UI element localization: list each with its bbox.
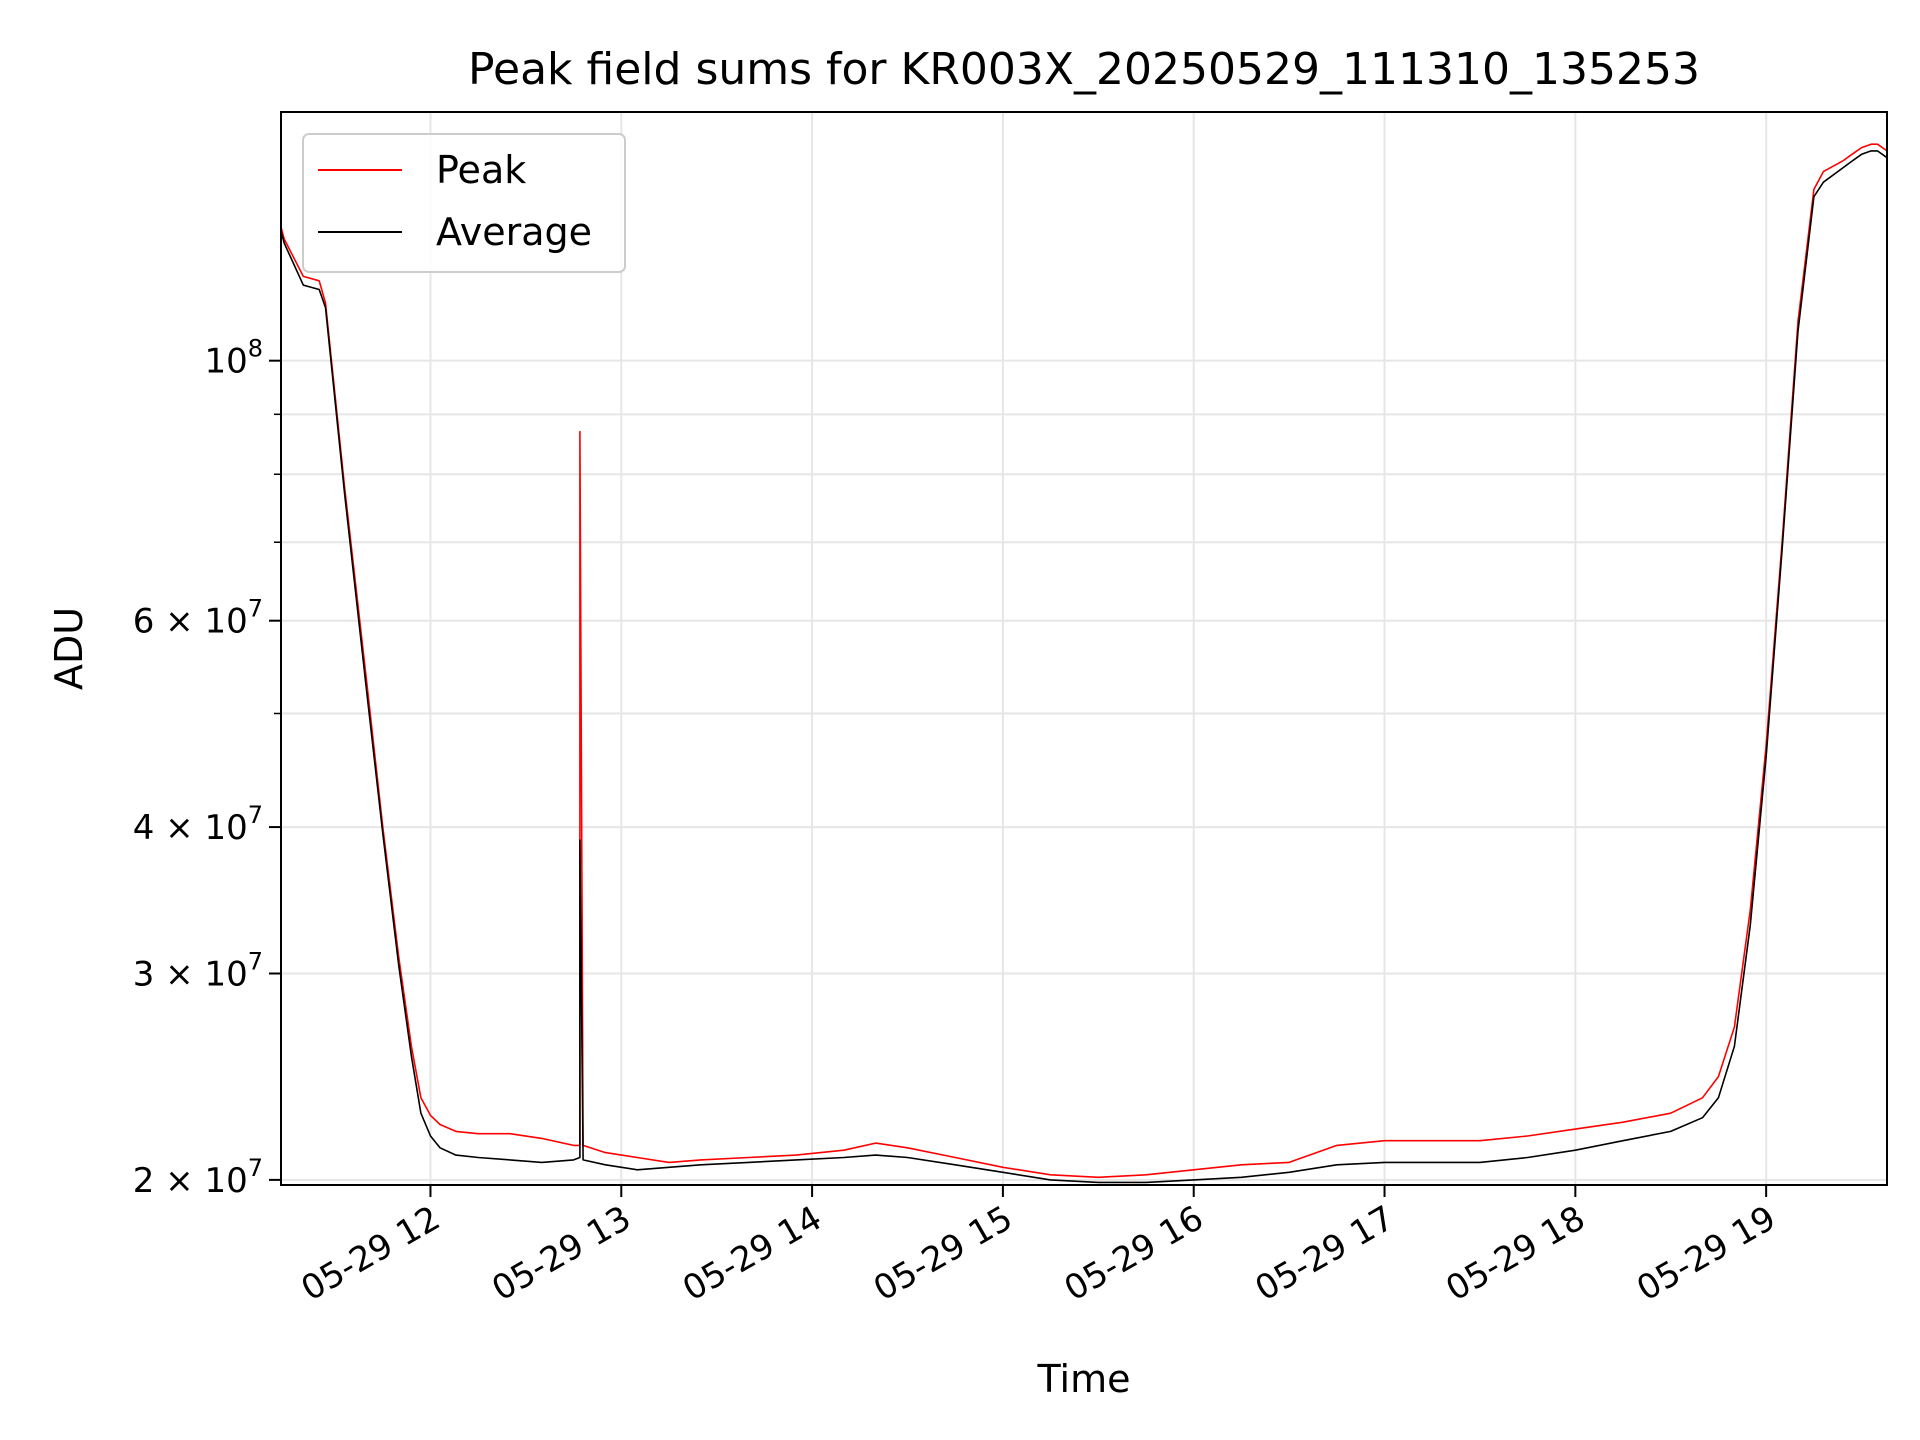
legend-label-average: Average — [436, 210, 592, 254]
y-tick-label: 3 × 107 — [133, 948, 263, 995]
y-axis-ticks: 2 × 107 3 × 107 4 × 107 6 × 107 108 — [133, 335, 281, 1201]
y-tick-label: 2 × 107 — [133, 1154, 263, 1201]
grid — [281, 112, 1887, 1185]
series-line-average — [280, 127, 1888, 1184]
legend: Peak Average — [302, 133, 626, 273]
y-tick-label: 4 × 107 — [133, 801, 263, 848]
legend-label-peak: Peak — [436, 148, 526, 192]
plot-frame — [280, 111, 1888, 1186]
y-tick-label: 6 × 107 — [133, 595, 263, 642]
y-axis-label: ADU — [47, 607, 91, 690]
legend-box — [302, 133, 626, 273]
x-axis-label: Time — [1037, 1357, 1131, 1401]
series-lines — [280, 121, 1888, 1184]
y-tick-label: 108 — [204, 335, 263, 382]
series-line-peak — [280, 121, 1888, 1179]
chart-title: Peak field sums for KR003X_20250529_1113… — [468, 44, 1700, 95]
